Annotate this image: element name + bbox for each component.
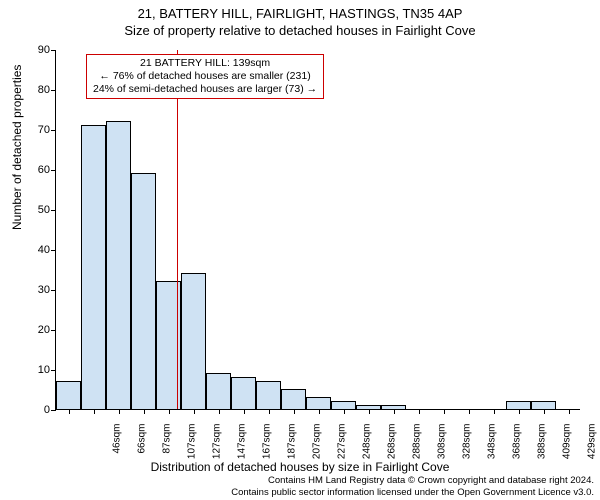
footer-line-1: Contains HM Land Registry data © Crown c… [231,475,594,486]
y-tick-label: 80 [20,84,50,96]
y-tick-label: 40 [20,244,50,256]
x-tick-mark [294,409,295,414]
x-tick-mark [519,409,520,414]
annotation-line: 21 BATTERY HILL: 139sqm [93,57,317,70]
x-tick-mark [319,409,320,414]
x-tick-mark [144,409,145,414]
x-tick-mark [194,409,195,414]
x-tick-mark [169,409,170,414]
annotation-line: 24% of semi-detached houses are larger (… [93,83,317,96]
y-tick-label: 20 [20,324,50,336]
chart-title-main: 21, BATTERY HILL, FAIRLIGHT, HASTINGS, T… [0,6,600,21]
y-tick-mark [51,330,56,331]
y-tick-mark [51,210,56,211]
y-tick-label: 0 [20,404,50,416]
histogram-bar [56,381,81,409]
annotation-line: ← 76% of detached houses are smaller (23… [93,70,317,83]
x-tick-mark [419,409,420,414]
y-tick-label: 10 [20,364,50,376]
histogram-bar [231,377,256,409]
x-tick-mark [544,409,545,414]
y-tick-mark [51,290,56,291]
y-tick-label: 60 [20,164,50,176]
footer-attribution: Contains HM Land Registry data © Crown c… [231,475,594,498]
y-tick-mark [51,90,56,91]
chart-title-sub: Size of property relative to detached ho… [0,23,600,38]
histogram-bar [181,273,206,409]
x-tick-mark [219,409,220,414]
y-tick-label: 70 [20,124,50,136]
histogram-bar [131,173,156,409]
footer-line-2: Contains public sector information licen… [231,487,594,498]
x-tick-mark [119,409,120,414]
y-tick-label: 50 [20,204,50,216]
reference-line [177,50,178,409]
annotation-box: 21 BATTERY HILL: 139sqm← 76% of detached… [86,54,324,99]
x-tick-mark [444,409,445,414]
x-tick-mark [94,409,95,414]
x-tick-mark [244,409,245,414]
x-tick-mark [569,409,570,414]
x-tick-mark [494,409,495,414]
histogram-bar [256,381,281,409]
histogram-bar [206,373,231,409]
histogram-bar [531,401,556,409]
y-tick-mark [51,170,56,171]
chart-container: 21, BATTERY HILL, FAIRLIGHT, HASTINGS, T… [0,0,600,500]
histogram-bar [331,401,356,409]
x-axis-label: Distribution of detached houses by size … [0,460,600,474]
histogram-bar [81,125,106,409]
x-tick-mark [369,409,370,414]
histogram-bar [306,397,331,409]
x-tick-mark [69,409,70,414]
y-tick-mark [51,370,56,371]
y-tick-mark [51,50,56,51]
histogram-bar [506,401,531,409]
plot-area: 010203040506070809046sqm66sqm87sqm107sqm… [55,50,580,410]
x-tick-mark [394,409,395,414]
y-tick-label: 90 [20,44,50,56]
histogram-bar [106,121,131,409]
x-tick-mark [269,409,270,414]
x-tick-mark [469,409,470,414]
y-tick-mark [51,130,56,131]
histogram-bar [281,389,306,409]
y-tick-label: 30 [20,284,50,296]
y-tick-mark [51,250,56,251]
x-tick-mark [344,409,345,414]
y-tick-mark [51,410,56,411]
